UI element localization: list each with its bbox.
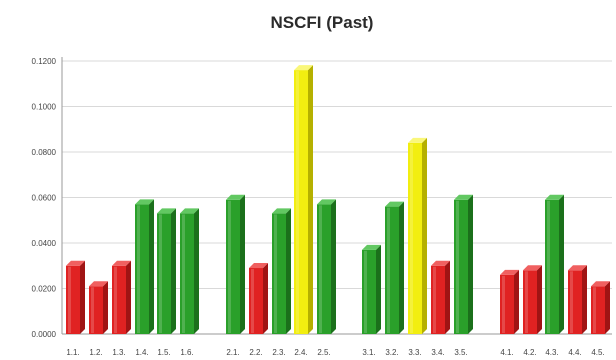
y-tick-label: 0.1000	[32, 103, 57, 112]
bar-1.5	[157, 208, 176, 334]
x-tick-label: 4.4.	[568, 348, 581, 357]
bar-2.5	[317, 199, 336, 334]
x-tick-label: 4.2.	[523, 348, 536, 357]
x-tick-label: 3.1.	[362, 348, 375, 357]
x-tick-label: 1.5.	[157, 348, 170, 357]
y-tick-label: 0.0800	[32, 148, 57, 157]
bar-3.4	[431, 260, 450, 334]
bar-1.6	[180, 208, 199, 334]
bar-1.4	[135, 199, 154, 334]
y-tick-label: 0.1200	[32, 57, 57, 66]
bar-3.1	[362, 244, 381, 334]
x-tick-label: 1.1.	[66, 348, 79, 357]
y-tick-label: 0.0000	[32, 330, 57, 339]
x-tick-label: 1.6.	[180, 348, 193, 357]
bar-4.5	[591, 281, 610, 334]
chart-title: NSCFI (Past)	[271, 13, 374, 32]
x-tick-label: 4.5.	[591, 348, 604, 357]
x-tick-label: 3.5.	[454, 348, 467, 357]
bar-4.3	[545, 194, 564, 334]
bar-2.1	[226, 194, 245, 334]
bar-2.3	[272, 208, 291, 334]
bar-2.2	[249, 263, 268, 334]
x-tick-label: 3.2.	[385, 348, 398, 357]
x-tick-label: 2.1.	[226, 348, 239, 357]
bar-1.1	[66, 260, 85, 334]
y-axis: 0.0000 0.0200 0.0400 0.0600 0.0800 0.1000 0.12…	[32, 57, 612, 339]
x-tick-label: 1.4.	[135, 348, 148, 357]
bars	[66, 65, 610, 334]
x-tick-label: 3.4.	[431, 348, 444, 357]
y-tick-label: 0.0600	[32, 194, 57, 203]
bar-4.1	[500, 269, 519, 334]
bar-4.2	[523, 265, 542, 334]
x-tick-label: 2.5.	[317, 348, 330, 357]
y-tick-label: 0.0200	[32, 285, 57, 294]
x-tick-label: 2.3.	[272, 348, 285, 357]
bar-3.2	[385, 201, 404, 334]
bar-3.5	[454, 194, 473, 334]
bar-1.2	[89, 281, 108, 334]
bar-1.3	[112, 260, 131, 334]
x-tick-label: 2.2.	[249, 348, 262, 357]
x-axis: 1.1. 1.2. 1.3. 1.4. 1.5. 1.6. 2.1. 2.2. 2.3. 2.4.…	[66, 348, 604, 357]
bar-3.3	[408, 137, 427, 334]
bar-4.4	[568, 265, 587, 334]
x-tick-label: 2.4.	[294, 348, 307, 357]
x-tick-label: 1.3.	[112, 348, 125, 357]
x-tick-label: 1.2.	[89, 348, 102, 357]
y-tick-label: 0.0400	[32, 239, 57, 248]
x-tick-label: 4.1.	[500, 348, 513, 357]
x-tick-label: 3.3.	[408, 348, 421, 357]
bar-2.4	[294, 65, 313, 334]
x-tick-label: 4.3.	[545, 348, 558, 357]
